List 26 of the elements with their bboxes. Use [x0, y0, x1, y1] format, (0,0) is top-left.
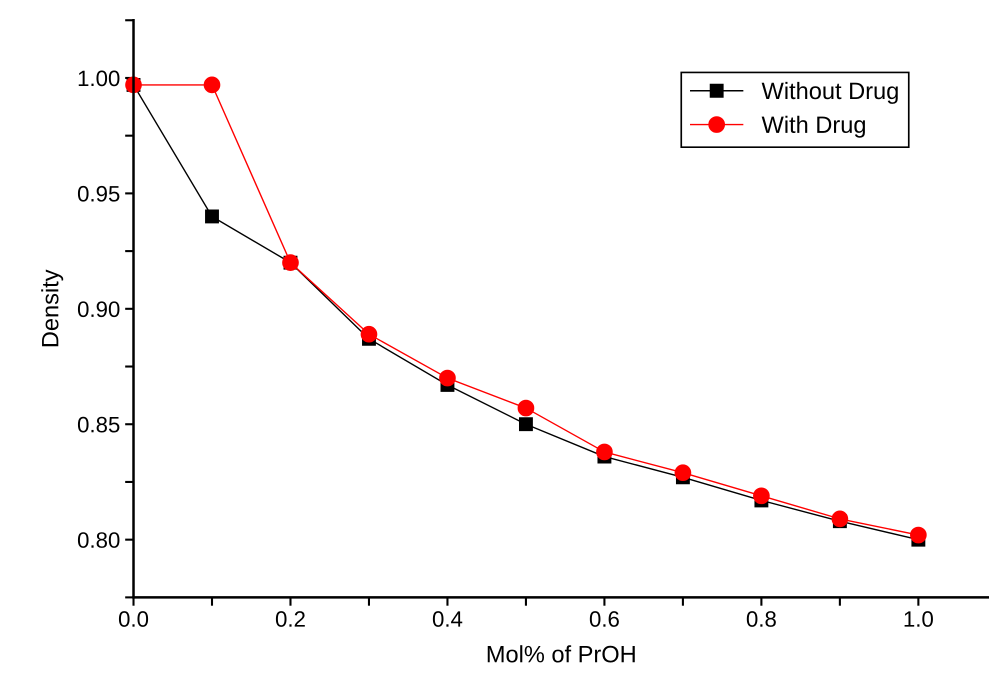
point [439, 370, 456, 386]
y-tick-label: 0.90 [78, 301, 120, 318]
x-axis-title: Mol% of PrOH [488, 645, 635, 663]
point [204, 76, 220, 94]
point [518, 417, 533, 432]
point [205, 210, 219, 224]
point [596, 444, 613, 460]
x-tick-label: 0.2 [276, 611, 305, 627]
y-tick-label: 0.85 [78, 416, 120, 433]
x-tick-label: 0.6 [590, 611, 619, 627]
y-tick-label: 1.00 [78, 70, 120, 86]
y-tick-label: 0.95 [78, 186, 120, 202]
point [674, 464, 692, 482]
x-tick-label: 0.8 [746, 611, 776, 627]
legend-label: With Drug [762, 116, 865, 138]
x-tick-label: 1.0 [904, 611, 933, 627]
point [518, 400, 534, 416]
point [832, 510, 848, 528]
legend-label: Without Drug [762, 82, 898, 104]
y-axis-title: Density [41, 269, 64, 346]
y-tick-label: 0.80 [78, 532, 120, 548]
point [910, 526, 927, 544]
x-tick-label: 0.0 [118, 611, 148, 627]
point [360, 326, 378, 343]
x-tick-label: 0.4 [432, 611, 462, 627]
point [753, 487, 770, 504]
